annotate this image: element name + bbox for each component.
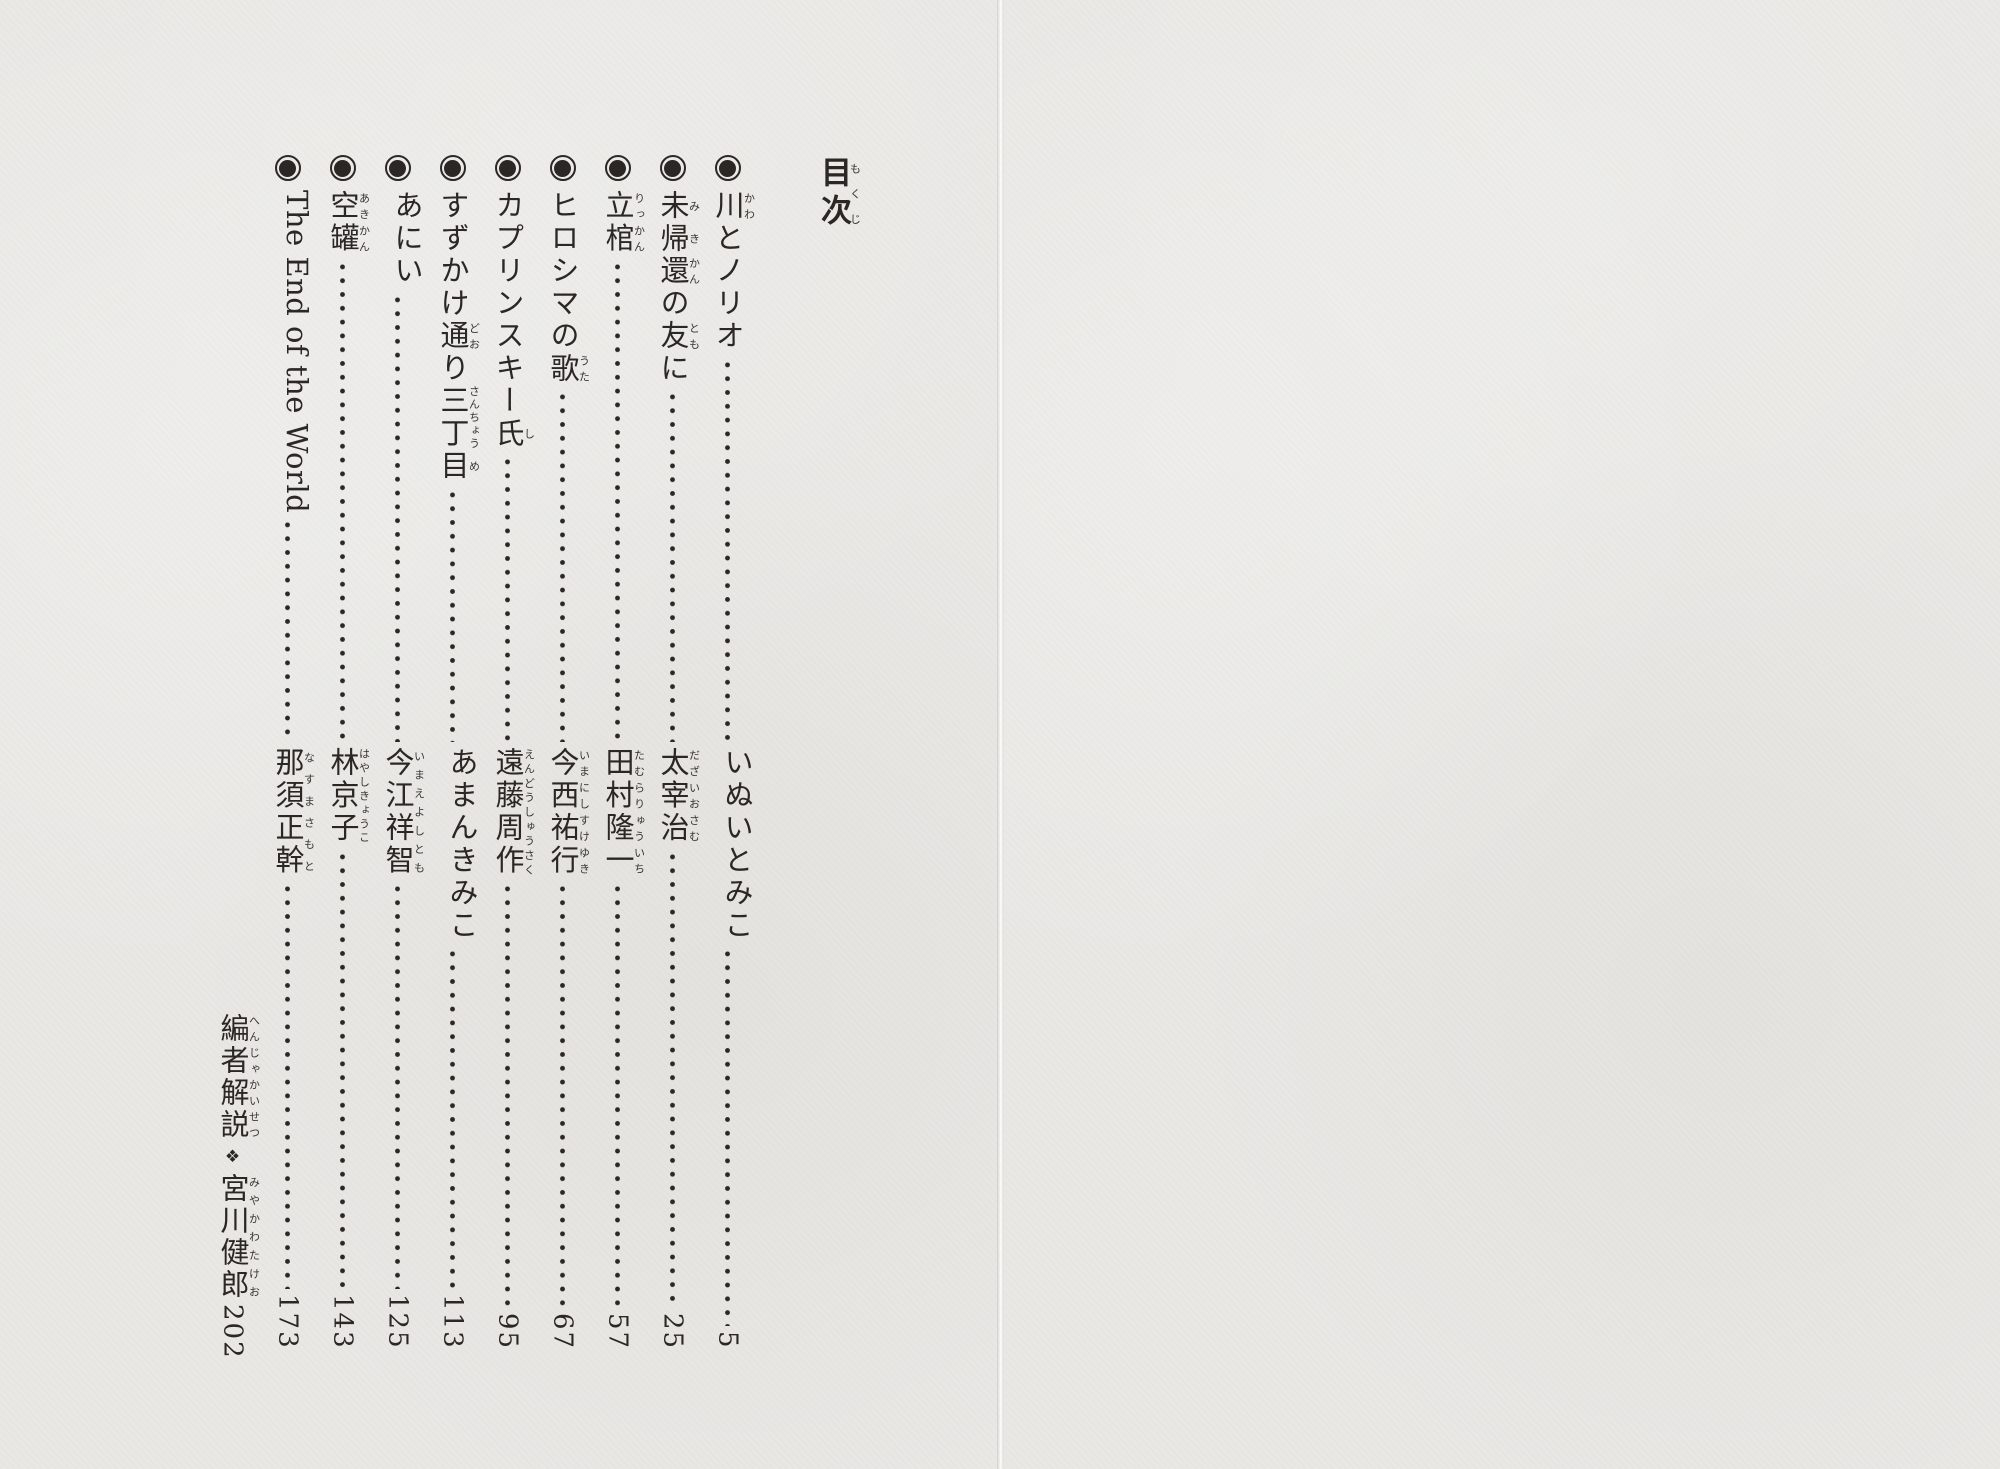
- entry-author: 那須正幹なすまさもと: [271, 747, 316, 877]
- entry-author: 今江祥智いまえよしとも: [381, 747, 426, 877]
- toc-entry: あにい 今江祥智いまえよしとも 125: [370, 150, 426, 1350]
- entry-title: ヒロシマの歌うた: [546, 190, 591, 385]
- fisheye-bullet-icon: [274, 155, 301, 181]
- entry-author: あまんきみこ: [445, 747, 479, 942]
- dot-leader: [395, 292, 400, 742]
- entry-page-number: 5: [712, 1331, 743, 1350]
- entry-head: 空罐あきかん: [315, 150, 371, 747]
- entry-title: あにい: [390, 190, 424, 288]
- closing-label: 編者解説へんじゃかいせつ: [216, 1013, 261, 1141]
- closing-page-number: 202: [217, 1304, 248, 1360]
- entry-page-number: 173: [272, 1294, 303, 1350]
- entry-head: 立棺りっかん: [590, 150, 646, 747]
- entry-head: The End of the World: [260, 150, 315, 747]
- toc-entry: 空罐あきかん 林京子はやしきょうこ 143: [315, 150, 371, 1350]
- dot-leader: [395, 882, 400, 1290]
- toc-title-column: 目次もくじ: [755, 150, 862, 1350]
- fisheye-bullet-icon: [659, 155, 686, 181]
- entry-page-number: 25: [657, 1312, 688, 1350]
- entry-page-number: 125: [382, 1294, 413, 1350]
- dot-leader: [560, 882, 565, 1308]
- entry-head: カプリンスキー氏し: [480, 150, 536, 747]
- dot-leader: [340, 260, 345, 742]
- entry-page-number: 113: [437, 1294, 468, 1350]
- page-title: 目次もくじ: [815, 156, 862, 232]
- entry-page-number: 57: [602, 1312, 633, 1350]
- dot-leader: [505, 455, 510, 742]
- dot-leader: [285, 518, 290, 742]
- diamond-mark-icon: ❖: [222, 1147, 243, 1167]
- entry-title: 立棺りっかん: [601, 190, 646, 255]
- dot-leader: [725, 947, 730, 1327]
- entry-title: カプリンスキー氏し: [491, 190, 536, 450]
- entry-author: 田村隆一たむらりゅういち: [601, 747, 646, 877]
- closing-editor-name: 宮川健郎みやかわたけお: [216, 1173, 261, 1301]
- toc-entry: カプリンスキー氏し 遠藤周作えんどうしゅうさく 95: [480, 150, 536, 1350]
- entry-title: 川かわとノリオ: [711, 190, 756, 353]
- toc-entry: ヒロシマの歌うた 今西祐行いまにしすけゆき 67: [535, 150, 591, 1350]
- toc-entry: 立棺りっかん 田村隆一たむらりゅういち 57: [590, 150, 646, 1350]
- toc-entry: 川かわとノリオ いぬいとみこ 5: [700, 150, 756, 1350]
- entry-author: 遠藤周作えんどうしゅうさく: [491, 747, 536, 877]
- dot-leader: [450, 947, 455, 1290]
- entry-author: いぬいとみこ: [720, 747, 754, 942]
- right-page: [1004, 0, 2000, 1469]
- spacer: [205, 150, 260, 1013]
- dot-leader: [340, 849, 345, 1290]
- entry-author: 太宰治だざいおさむ: [656, 747, 701, 845]
- entry-title: 未み帰き還かんの友ともに: [656, 190, 701, 385]
- dot-leader: [505, 882, 510, 1308]
- fisheye-bullet-icon: [329, 155, 356, 181]
- dot-leader: [670, 390, 675, 742]
- fisheye-bullet-icon: [714, 155, 741, 181]
- dot-leader: [560, 390, 565, 742]
- toc-entry: すずかけ通どおり三丁さんちょう目め あまんきみこ 113: [425, 150, 481, 1350]
- entry-page-number: 143: [327, 1294, 358, 1350]
- entry-author: 今西祐行いまにしすけゆき: [546, 747, 591, 877]
- entry-page-number: 67: [547, 1312, 578, 1350]
- entry-head: 未み帰き還かんの友ともに: [645, 150, 701, 747]
- dot-leader: [450, 487, 455, 742]
- entry-page-number: 95: [492, 1312, 523, 1350]
- fisheye-bullet-icon: [494, 155, 521, 181]
- dot-leader: [285, 882, 290, 1290]
- fisheye-bullet-icon: [604, 155, 631, 181]
- dot-leader: [670, 849, 675, 1308]
- toc-entry: 未み帰き還かんの友ともに 太宰治だざいおさむ 25: [645, 150, 701, 1350]
- dot-leader: [725, 357, 730, 742]
- toc-entry: The End of the World 那須正幹なすまさもと 173: [260, 150, 316, 1350]
- entry-title: 空罐あきかん: [326, 190, 371, 255]
- fisheye-bullet-icon: [384, 155, 411, 181]
- entry-head: すずかけ通どおり三丁さんちょう目め: [425, 150, 481, 747]
- table-of-contents: 目次もくじ 川かわとノリオ いぬいとみこ 5 未み帰き還かんの友ともに 太宰治だ…: [147, 150, 862, 1360]
- fisheye-bullet-icon: [439, 155, 466, 181]
- dot-leader: [615, 882, 620, 1308]
- page-seam: [997, 0, 1005, 1469]
- toc-closing-entry: 編者解説へんじゃかいせつ ❖ 宮川健郎みやかわたけお 202: [205, 150, 261, 1360]
- fisheye-bullet-icon: [549, 155, 576, 181]
- entry-title: すずかけ通どおり三丁さんちょう目め: [436, 190, 481, 483]
- dot-leader: [615, 260, 620, 742]
- entry-head: あにい: [370, 150, 425, 747]
- entry-head: 川かわとノリオ: [700, 150, 756, 747]
- entry-author: 林京子はやしきょうこ: [326, 747, 371, 845]
- entry-head: ヒロシマの歌うた: [535, 150, 591, 747]
- entry-title: The End of the World: [280, 190, 314, 514]
- left-page: 目次もくじ 川かわとノリオ いぬいとみこ 5 未み帰き還かんの友ともに 太宰治だ…: [0, 0, 1000, 1469]
